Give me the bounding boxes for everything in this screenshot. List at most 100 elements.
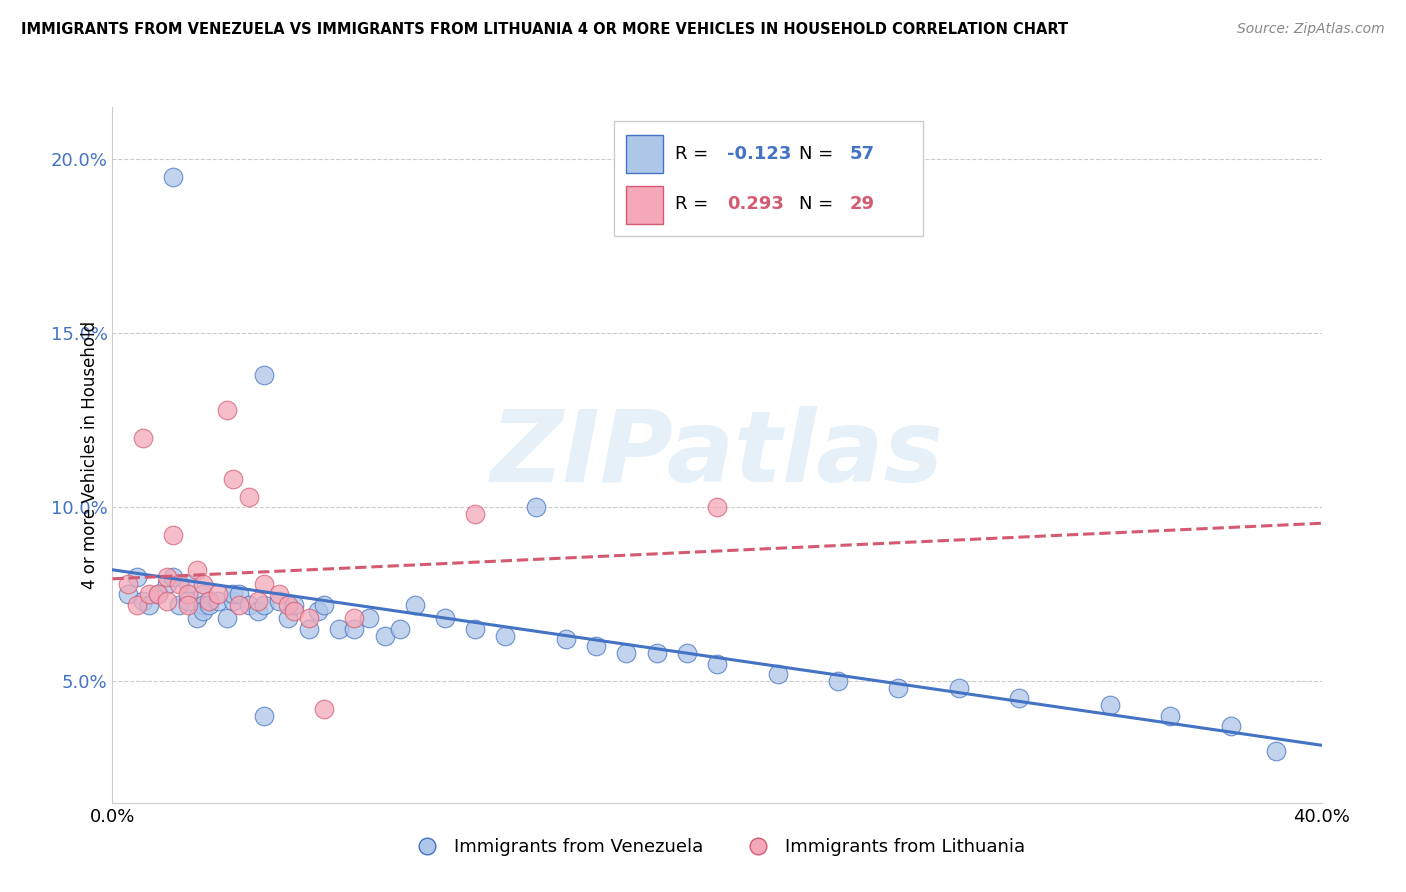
Point — [706, 657, 728, 671]
Point — [307, 605, 329, 619]
Text: Source: ZipAtlas.com: Source: ZipAtlas.com — [1237, 22, 1385, 37]
Point — [191, 598, 214, 612]
Y-axis label: 4 or more Vehicles in Household: 4 or more Vehicles in Household — [80, 321, 98, 589]
Point — [162, 528, 184, 542]
Point — [238, 598, 260, 612]
Point — [217, 611, 239, 625]
Point — [186, 563, 208, 577]
Point — [198, 598, 221, 612]
Point — [495, 629, 517, 643]
Point — [1008, 691, 1031, 706]
Text: R =: R = — [675, 145, 714, 163]
Point — [191, 605, 214, 619]
Point — [464, 507, 486, 521]
Point — [222, 587, 245, 601]
Point — [138, 587, 160, 601]
Point — [132, 594, 155, 608]
Point — [156, 594, 179, 608]
Point — [138, 598, 160, 612]
Point — [125, 598, 148, 612]
Point — [191, 576, 214, 591]
Point — [554, 632, 576, 647]
Point — [314, 702, 336, 716]
Point — [524, 500, 547, 514]
Point — [314, 598, 336, 612]
Point — [125, 569, 148, 583]
Point — [222, 594, 245, 608]
Point — [177, 587, 200, 601]
Text: 0.293: 0.293 — [727, 195, 783, 213]
Point — [177, 598, 200, 612]
Point — [162, 569, 184, 583]
Point — [298, 622, 321, 636]
Point — [217, 402, 239, 417]
Point — [156, 569, 179, 583]
Point — [616, 646, 638, 660]
Point — [228, 598, 250, 612]
Point — [388, 622, 411, 636]
Point — [706, 500, 728, 514]
Point — [207, 594, 229, 608]
Point — [283, 598, 305, 612]
Point — [948, 681, 970, 695]
Point — [198, 594, 221, 608]
Text: 57: 57 — [851, 145, 875, 163]
Point — [277, 598, 299, 612]
Point — [117, 576, 139, 591]
Point — [177, 576, 200, 591]
Point — [253, 708, 276, 723]
Point — [1265, 744, 1288, 758]
Point — [1220, 719, 1243, 733]
Point — [253, 598, 276, 612]
Text: -0.123: -0.123 — [727, 145, 792, 163]
Text: N =: N = — [799, 195, 839, 213]
Point — [191, 587, 214, 601]
Point — [328, 622, 350, 636]
Point — [253, 576, 276, 591]
Text: ZIPatlas: ZIPatlas — [491, 407, 943, 503]
Point — [343, 611, 366, 625]
Point — [167, 598, 190, 612]
Text: N =: N = — [799, 145, 839, 163]
Point — [146, 587, 169, 601]
Point — [117, 587, 139, 601]
FancyBboxPatch shape — [626, 135, 662, 173]
Text: IMMIGRANTS FROM VENEZUELA VS IMMIGRANTS FROM LITHUANIA 4 OR MORE VEHICLES IN HOU: IMMIGRANTS FROM VENEZUELA VS IMMIGRANTS … — [21, 22, 1069, 37]
Point — [675, 646, 697, 660]
Legend: Immigrants from Venezuela, Immigrants from Lithuania: Immigrants from Venezuela, Immigrants fr… — [402, 831, 1032, 863]
Text: 29: 29 — [851, 195, 875, 213]
Point — [404, 598, 426, 612]
Point — [267, 594, 290, 608]
Point — [277, 611, 299, 625]
Point — [766, 667, 789, 681]
Text: R =: R = — [675, 195, 720, 213]
Point — [887, 681, 910, 695]
Point — [167, 576, 190, 591]
Point — [585, 639, 607, 653]
FancyBboxPatch shape — [614, 121, 922, 235]
Point — [156, 576, 179, 591]
Point — [228, 587, 250, 601]
Point — [283, 605, 305, 619]
Point — [222, 472, 245, 486]
Point — [645, 646, 668, 660]
Point — [146, 587, 169, 601]
Point — [464, 622, 486, 636]
Point — [246, 594, 269, 608]
Point — [827, 674, 849, 689]
Point — [433, 611, 456, 625]
Point — [343, 622, 366, 636]
Point — [162, 169, 184, 184]
Point — [298, 611, 321, 625]
Point — [246, 605, 269, 619]
FancyBboxPatch shape — [626, 186, 662, 224]
Point — [177, 594, 200, 608]
Point — [238, 490, 260, 504]
Point — [207, 587, 229, 601]
Point — [359, 611, 381, 625]
Point — [253, 368, 276, 382]
Point — [186, 611, 208, 625]
Point — [374, 629, 396, 643]
Point — [1159, 708, 1181, 723]
Point — [132, 430, 155, 444]
